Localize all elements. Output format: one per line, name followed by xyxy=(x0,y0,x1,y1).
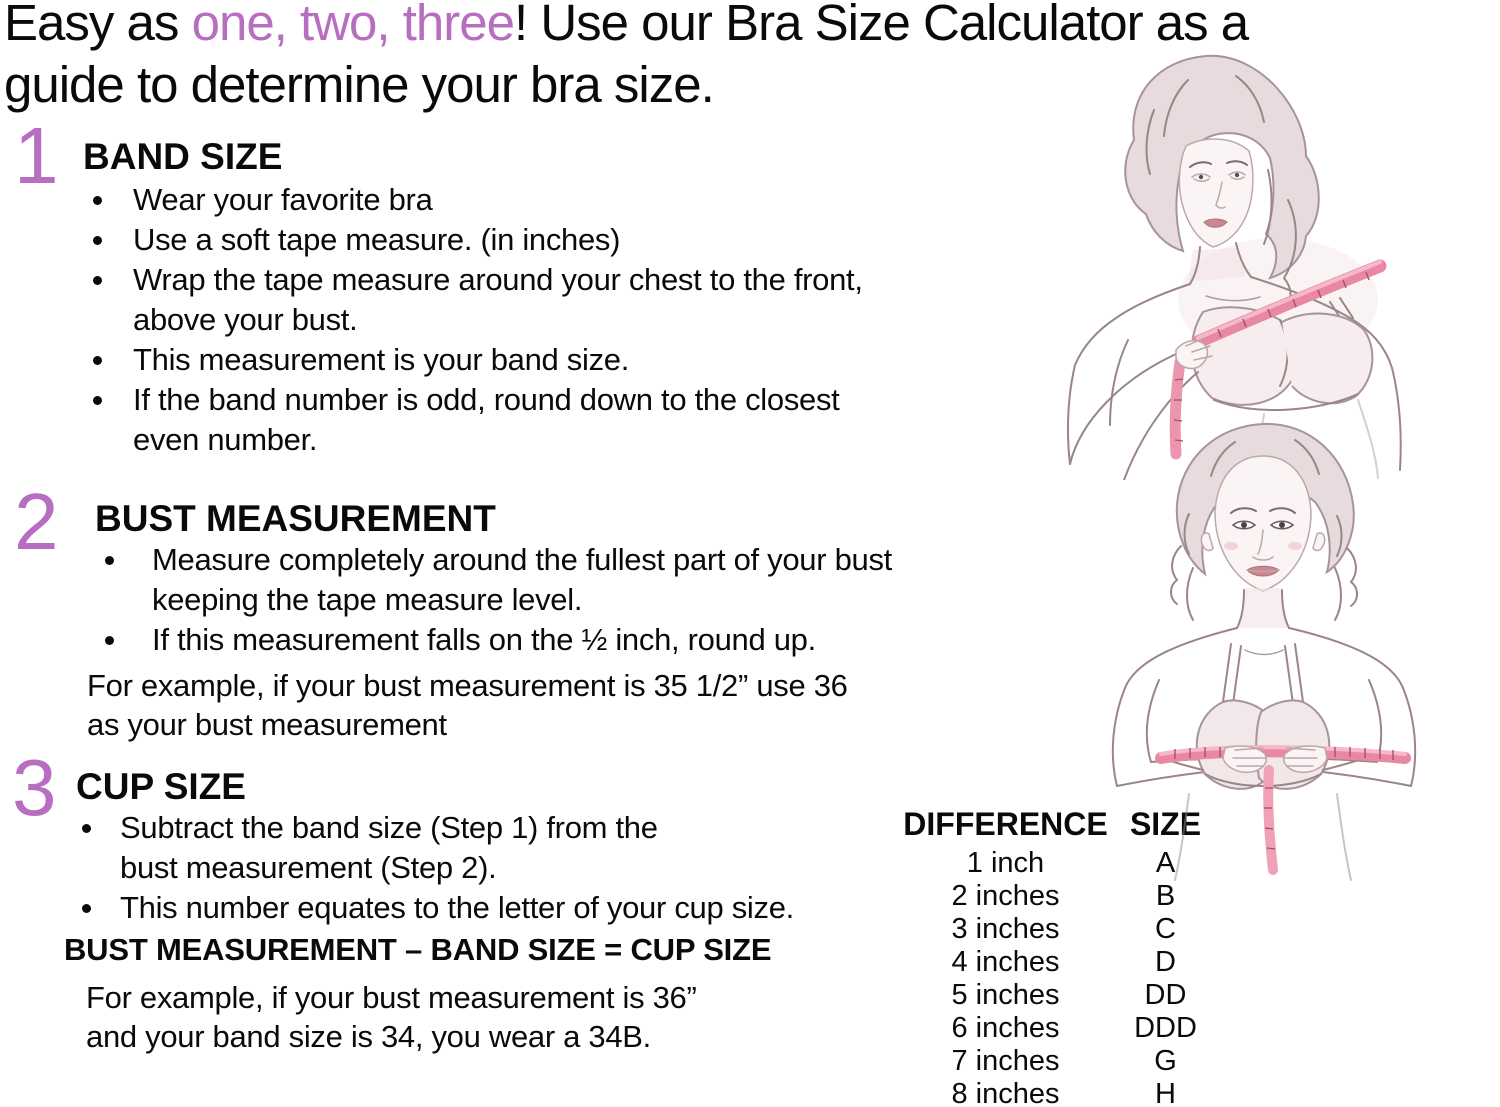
raised-arm xyxy=(1069,353,1199,480)
step-2-bullets: Measure completely around the fullest pa… xyxy=(95,540,1015,660)
bullet-item: This measurement is your band size. xyxy=(83,340,1003,380)
page-title: Easy as one, two, three! Use our Bra Siz… xyxy=(4,0,1404,116)
table-row: 4 inches D xyxy=(903,946,1233,979)
size-cell: H xyxy=(1155,1078,1176,1107)
bullet-item: Use a soft tape measure. (in inches) xyxy=(83,220,1003,260)
band-measure-illustration xyxy=(1066,54,1402,480)
ears xyxy=(1200,532,1326,552)
step-2-number: 2 xyxy=(14,477,59,566)
measuring-tape xyxy=(1155,745,1411,875)
hands xyxy=(1222,745,1328,774)
difference-cell: 3 inches xyxy=(951,913,1060,945)
size-cell: G xyxy=(1154,1045,1177,1077)
hand xyxy=(1175,337,1213,370)
step-3-number: 3 xyxy=(12,743,57,832)
table-row: 1 inch A xyxy=(903,847,1233,880)
face xyxy=(1178,138,1254,248)
bullet-item: If the band number is odd, round down to… xyxy=(83,380,1003,460)
size-cell: A xyxy=(1155,847,1176,879)
difference-cell: 1 inch xyxy=(966,847,1045,879)
step-1-number: 1 xyxy=(14,111,59,200)
difference-cell: 6 inches xyxy=(951,1012,1060,1044)
step-3-bullets: Subtract the band size (Step 1) from the… xyxy=(72,808,902,928)
table-row: 8 inches H xyxy=(903,1078,1233,1107)
step-1-heading: BAND SIZE xyxy=(83,136,283,177)
bullet-item: This number equates to the letter of you… xyxy=(72,888,902,928)
table-row: 3 inches C xyxy=(903,913,1233,946)
table-row: 6 inches DDD xyxy=(903,1012,1233,1045)
size-cell: DD xyxy=(1144,979,1187,1011)
cup-size-table: DIFFERENCE SIZE 1 inch A 2 inches B 3 inch… xyxy=(903,806,1233,1107)
step-2-example: For example, if your bust measurement is… xyxy=(87,668,848,742)
title-highlight: one, two, three xyxy=(191,0,515,51)
table-row: 5 inches DD xyxy=(903,979,1233,1012)
size-cell: C xyxy=(1155,913,1176,945)
size-cell: B xyxy=(1155,880,1176,912)
step-2-heading: BUST MEASUREMENT xyxy=(95,498,496,539)
body xyxy=(1111,589,1417,881)
bust-measure-illustration xyxy=(1111,422,1417,881)
face xyxy=(1214,455,1312,592)
table-header-difference: DIFFERENCE xyxy=(903,806,1108,842)
step-3-heading: CUP SIZE xyxy=(76,766,246,807)
title-prefix: Easy as xyxy=(4,0,192,51)
difference-cell: 7 inches xyxy=(951,1045,1060,1077)
bra xyxy=(1190,306,1374,411)
step-1-bullets: Wear your favorite bra Use a soft tape m… xyxy=(83,180,1003,460)
table-header-row: DIFFERENCE SIZE xyxy=(903,806,1233,842)
table-header-size: SIZE xyxy=(1129,806,1202,842)
neck-shadow xyxy=(1239,588,1287,628)
bullet-item: If this measurement falls on the ½ inch,… xyxy=(95,620,1015,660)
bullet-item: Measure completely around the fullest pa… xyxy=(95,540,1015,620)
bullet-item: Subtract the band size (Step 1) from the… xyxy=(72,808,902,888)
table-row: 2 inches B xyxy=(903,880,1233,913)
closing-example: For example, if your bust measurement is… xyxy=(86,980,697,1054)
difference-cell: 8 inches xyxy=(951,1078,1060,1107)
size-cell: DDD xyxy=(1134,1012,1197,1044)
title-suffix: ! Use our Bra Size Calculator as a guide… xyxy=(4,0,1249,113)
difference-cell: 5 inches xyxy=(951,979,1060,1011)
hair xyxy=(1170,422,1358,621)
bullet-item: Wrap the tape measure around your chest … xyxy=(83,260,1003,340)
hair xyxy=(1124,54,1320,313)
bullet-item: Wear your favorite bra xyxy=(83,180,1003,220)
difference-cell: 2 inches xyxy=(951,880,1060,912)
measuring-tape xyxy=(1169,259,1387,460)
size-cell: D xyxy=(1155,946,1176,978)
table-row: 7 inches G xyxy=(903,1045,1233,1078)
difference-cell: 4 inches xyxy=(951,946,1060,978)
neck-shadow xyxy=(1188,248,1246,282)
cup-size-formula: BUST MEASUREMENT – BAND SIZE = CUP SIZE xyxy=(64,932,772,967)
